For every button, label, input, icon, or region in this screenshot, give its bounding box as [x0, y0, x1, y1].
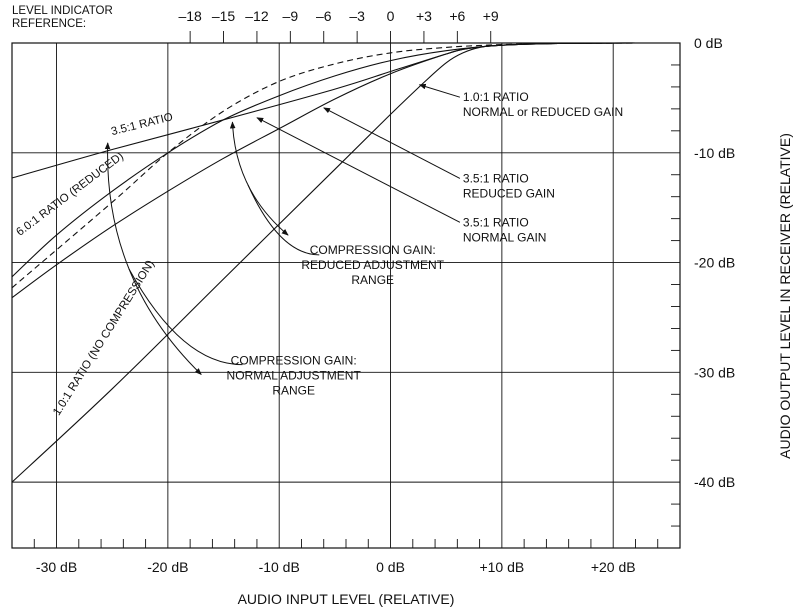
level-indicator-tick-label: –6: [316, 8, 332, 24]
callout-35-normal-arrow: [256, 117, 461, 223]
annotation-line: 3.5:1 RATIO: [463, 215, 529, 229]
annotation-callout-compression-reduced: COMPRESSION GAIN: REDUCED ADJUSTMENT RANGE: [301, 243, 444, 287]
annotation-callout-10-normal-reduced: 1.0:1 RATIO NORMAL or REDUCED GAIN: [463, 90, 623, 119]
level-indicator-tick-label: +3: [416, 8, 432, 24]
level-indicator-label-line1: LEVEL INDICATOR: [12, 5, 113, 17]
y-tick-label: -20 dB: [694, 255, 735, 271]
annotation-line: REDUCED ADJUSTMENT: [301, 258, 444, 272]
annotation-ratio-60-reduced: 6.0:1 RATIO (REDUCED): [14, 150, 126, 238]
annotation-line: 3.5:1 RATIO: [110, 111, 174, 138]
level-indicator-tick-label: –18: [178, 8, 202, 24]
callout-10-normal-reduced-arrow: [418, 83, 461, 98]
annotation-line: COMPRESSION GAIN:: [310, 243, 436, 257]
x-tick-label: -20 dB: [147, 559, 188, 575]
y-axis-label: AUDIO OUTPUT LEVEL IN RECEIVER (RELATIVE…: [777, 133, 793, 459]
x-tick-label: +10 dB: [479, 559, 524, 575]
arc-reduced-leader: [247, 184, 320, 256]
level-indicator-tick-label: –12: [245, 8, 269, 24]
annotation-callout-35-normal: 3.5:1 RATIO NORMAL GAIN: [463, 215, 547, 244]
x-tick-label: +20 dB: [591, 559, 636, 575]
callout-35-reduced-arrow: [323, 107, 461, 179]
y-tick-label: -10 dB: [694, 145, 735, 161]
y-axis-tick-labels: 0 dB -10 dB -20 dB -30 dB -40 dB: [694, 35, 735, 490]
level-indicator-reference: LEVEL INDICATOR REFERENCE: –18 –15 –12 –9 –6…: [12, 5, 501, 44]
x-tick-label: -10 dB: [259, 559, 300, 575]
annotations: 3.5:1 RATIO 6.0:1 RATIO (REDUCED) 1.0:1 RA…: [14, 83, 623, 418]
level-indicator-tick-label: –9: [283, 8, 299, 24]
x-tick-label: -30 dB: [36, 559, 77, 575]
annotation-line: REDUCED GAIN: [463, 186, 555, 200]
annotation-line: NORMAL GAIN: [463, 230, 547, 244]
annotation-line: 3.5:1 RATIO: [463, 171, 529, 185]
y-tick-label: -30 dB: [694, 364, 735, 380]
annotation-line: 1.0:1 RATIO (NO COMPRESSION): [51, 258, 157, 418]
arc-normal: [104, 142, 202, 376]
annotation-callout-35-reduced: 3.5:1 RATIO REDUCED GAIN: [463, 171, 555, 200]
level-indicator-label-line2: REFERENCE:: [12, 18, 86, 30]
annotation-line: 6.0:1 RATIO (REDUCED): [14, 150, 126, 238]
annotation-ratio-10-no-comp: 1.0:1 RATIO (NO COMPRESSION): [51, 258, 157, 418]
annotation-line: RANGE: [272, 384, 315, 398]
minor-ticks: [33, 64, 680, 548]
range-arcs: [104, 121, 320, 376]
level-indicator-tick-label: 0: [387, 8, 395, 24]
annotation-callout-compression-normal: COMPRESSION GAIN: NORMAL ADJUSTMENT RANGE: [227, 354, 362, 398]
x-axis-label: AUDIO INPUT LEVEL (RELATIVE): [238, 591, 455, 607]
arc-normal-leader: [128, 268, 243, 366]
x-axis-tick-labels: -30 dB -20 dB -10 dB 0 dB +10 dB +20 dB: [36, 559, 636, 575]
x-tick-label: 0 dB: [376, 559, 405, 575]
annotation-line: NORMAL ADJUSTMENT: [227, 369, 362, 383]
annotation-line: NORMAL or REDUCED GAIN: [463, 105, 623, 119]
level-indicator-tick-label: +9: [483, 8, 499, 24]
y-tick-label: -40 dB: [694, 474, 735, 490]
level-indicator-tick-label: –3: [349, 8, 365, 24]
level-indicator-tick-label: –15: [212, 8, 236, 24]
annotation-line: RANGE: [351, 273, 394, 287]
level-indicator-tick-label: +6: [449, 8, 465, 24]
y-tick-label: 0 dB: [694, 35, 723, 51]
annotation-line: 1.0:1 RATIO: [463, 90, 529, 104]
annotation-line: COMPRESSION GAIN:: [231, 354, 357, 368]
annotation-ratio-35: 3.5:1 RATIO: [110, 111, 174, 138]
